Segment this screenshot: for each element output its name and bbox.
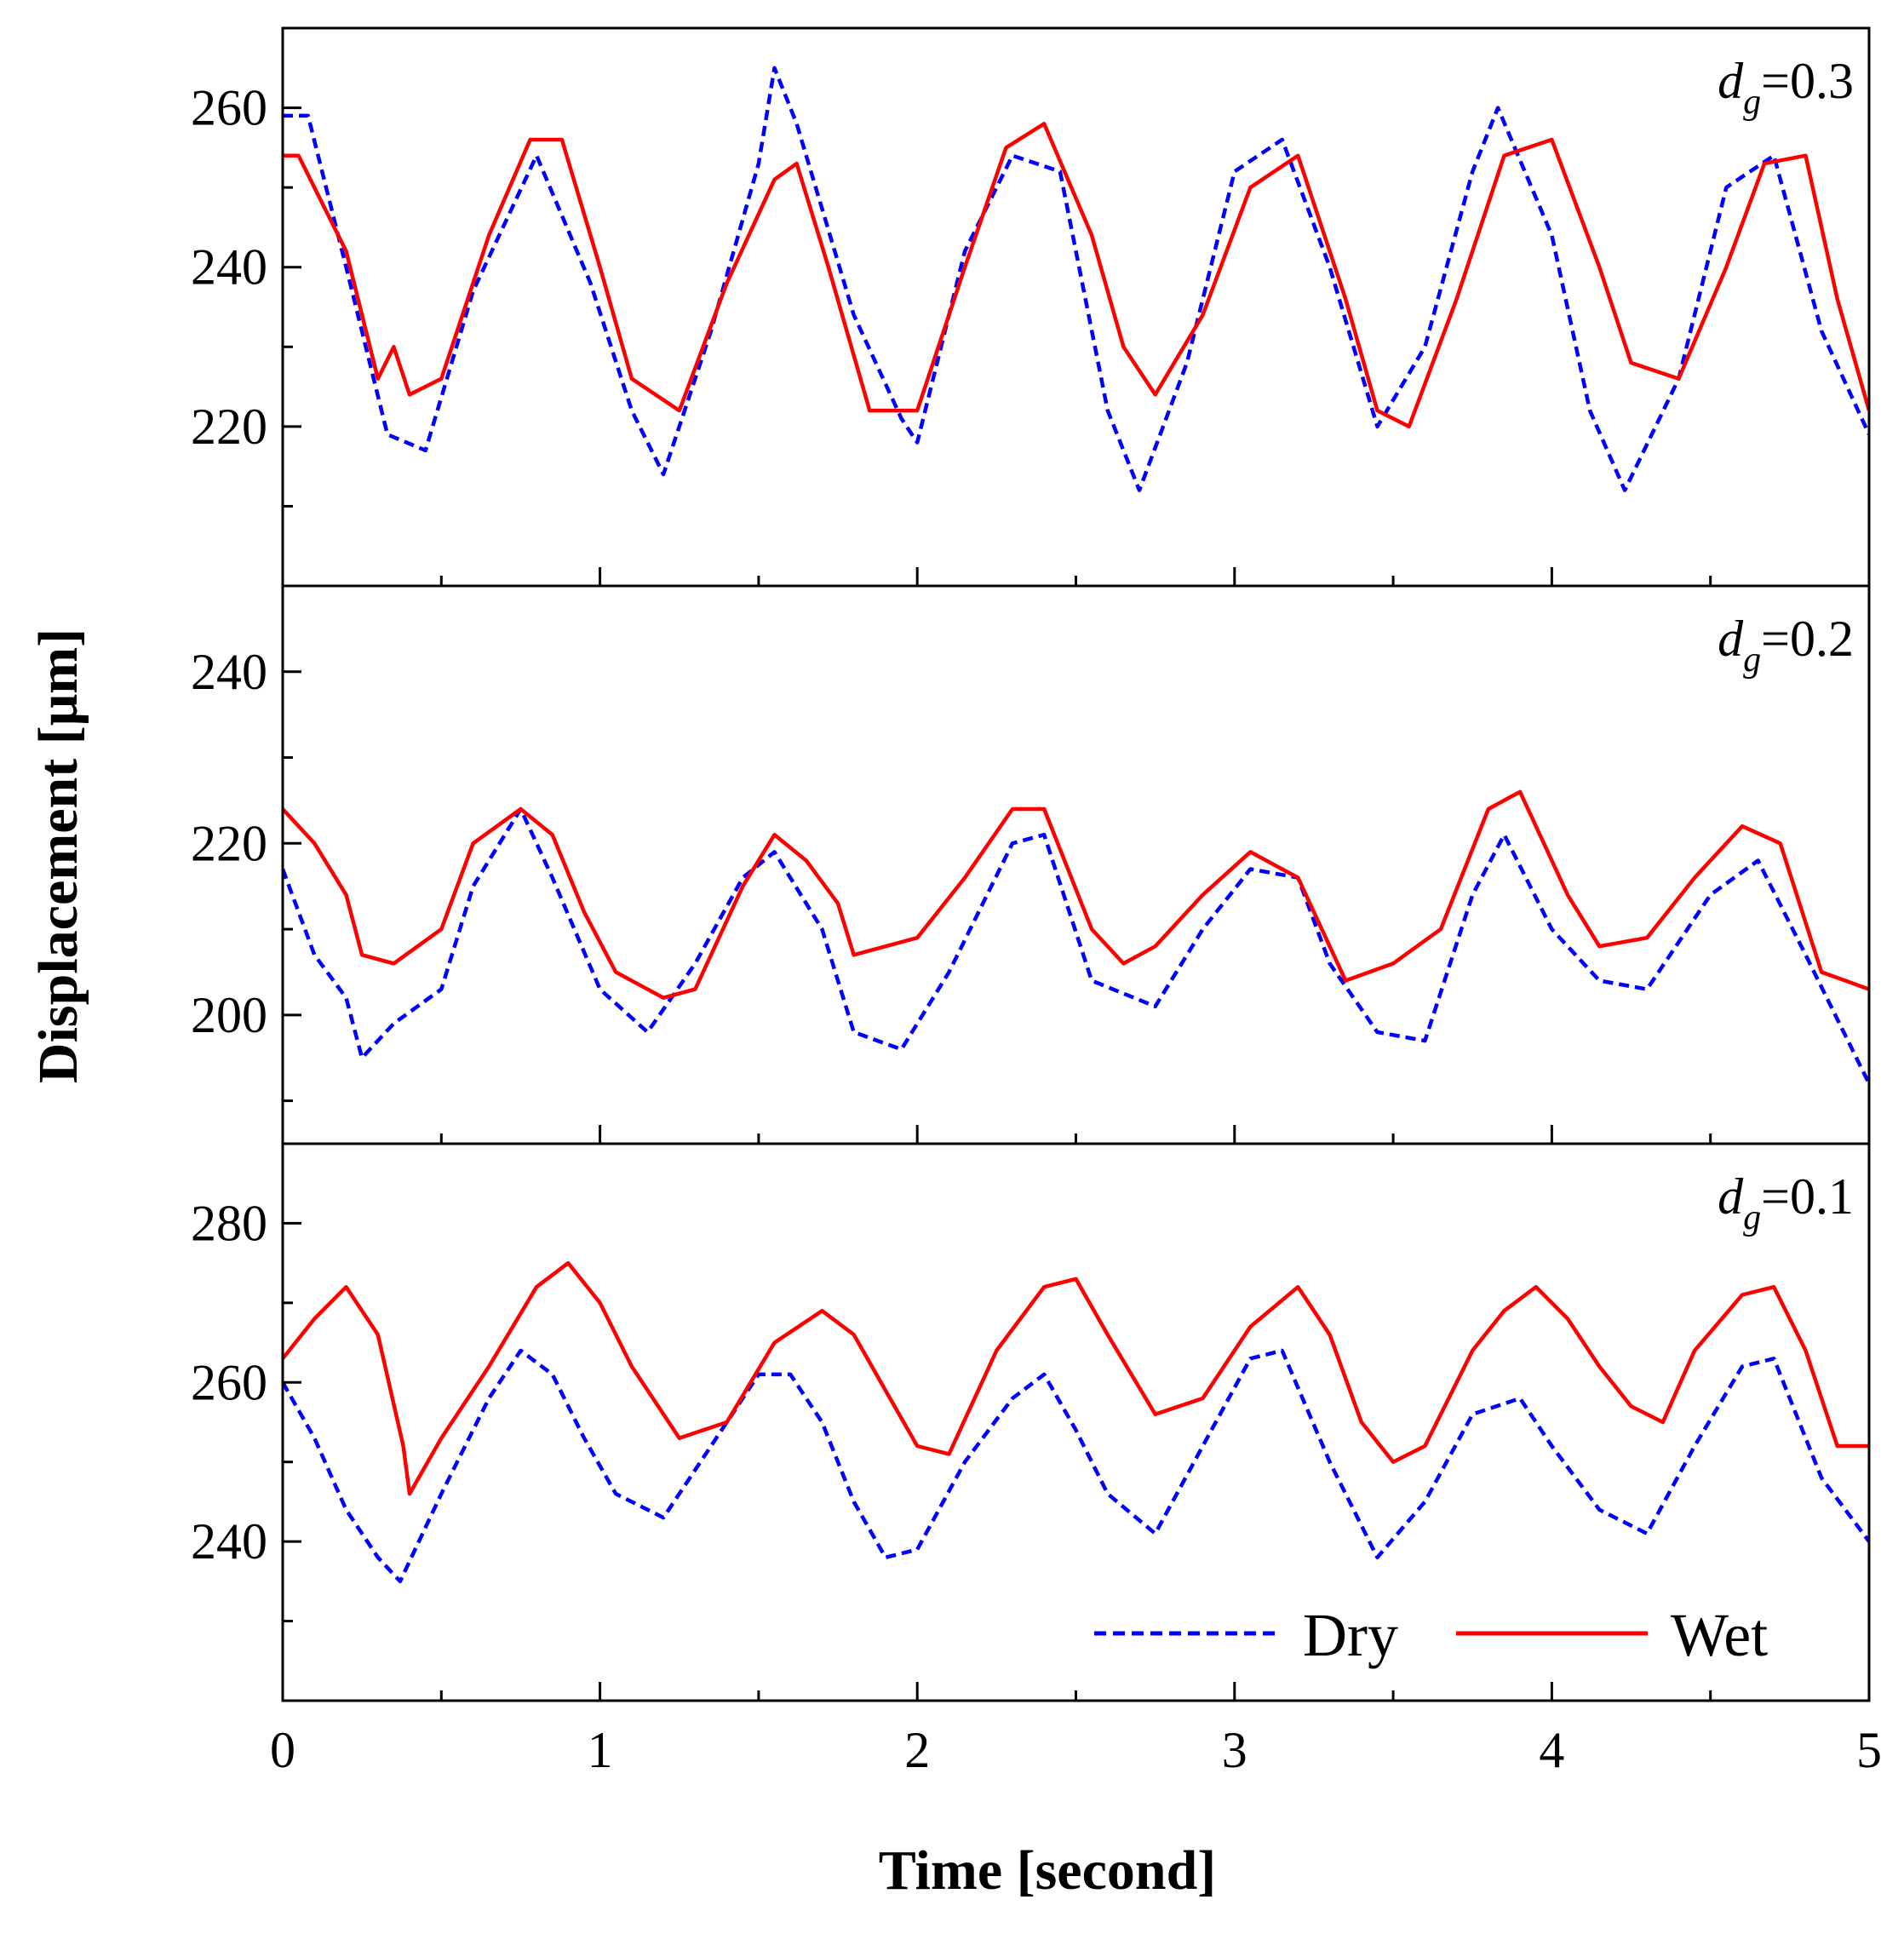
series-group bbox=[283, 1260, 1869, 1584]
series-line-dry bbox=[283, 1348, 1869, 1584]
y-tick-label: 220 bbox=[191, 399, 267, 455]
annotation-variable: d bbox=[1718, 1168, 1744, 1225]
x-tick-label: 0 bbox=[270, 1722, 295, 1778]
y-tick-label: 260 bbox=[191, 80, 267, 136]
series-line-wet bbox=[283, 1260, 1869, 1496]
y-tick-label: 200 bbox=[191, 987, 267, 1043]
series-group bbox=[283, 789, 1869, 1085]
legend-label-wet: Wet bbox=[1671, 1601, 1768, 1669]
series-line-dry bbox=[283, 806, 1869, 1085]
y-tick-label: 240 bbox=[191, 644, 267, 700]
annotation-variable: d bbox=[1718, 611, 1744, 667]
panel-annotation: dg=0.1 bbox=[1718, 1168, 1854, 1237]
panel-frame bbox=[281, 26, 1871, 588]
annotation-subscript: g bbox=[1743, 640, 1761, 680]
x-tick-label: 3 bbox=[1222, 1722, 1247, 1778]
panel-1: 220 240 260 dg=0.3 bbox=[191, 26, 1871, 588]
series-line-dry bbox=[283, 66, 1869, 492]
series-group bbox=[283, 66, 1869, 492]
y-tick-label: 280 bbox=[191, 1195, 267, 1251]
x-tick-label: 5 bbox=[1856, 1722, 1882, 1778]
y-tick-label: 240 bbox=[191, 239, 267, 296]
legend-label-dry: Dry bbox=[1303, 1601, 1398, 1669]
y-axis-title: Displacement [μm] bbox=[27, 628, 89, 1083]
panel-frame bbox=[281, 584, 1871, 1145]
annotation-variable: d bbox=[1718, 53, 1744, 109]
series-line-wet bbox=[283, 122, 1869, 429]
annotation-value: =0.3 bbox=[1761, 53, 1854, 109]
panel-frame bbox=[281, 1142, 1871, 1702]
panel-annotation: dg=0.3 bbox=[1718, 53, 1854, 122]
y-tick-label: 220 bbox=[191, 815, 267, 871]
x-tick-label: 2 bbox=[904, 1722, 930, 1778]
legend: Dry Wet bbox=[1094, 1601, 1768, 1669]
panel-2: 200 220 240 dg=0.2 bbox=[191, 584, 1871, 1145]
annotation-value: =0.1 bbox=[1761, 1168, 1854, 1225]
x-axis-title: Time [second] bbox=[879, 1839, 1217, 1902]
annotation-value: =0.2 bbox=[1761, 611, 1854, 667]
annotation-subscript: g bbox=[1743, 83, 1761, 122]
y-tick-label: 240 bbox=[191, 1513, 267, 1570]
annotation-subscript: g bbox=[1743, 1198, 1761, 1237]
x-tick-label: 1 bbox=[588, 1722, 613, 1778]
panel-3: 240 260 280 dg=0.1 bbox=[191, 1142, 1871, 1702]
series-line-wet bbox=[283, 789, 1869, 1000]
panel-annotation: dg=0.2 bbox=[1718, 611, 1854, 680]
x-tick-label: 4 bbox=[1539, 1722, 1564, 1778]
y-tick-label: 260 bbox=[191, 1354, 267, 1410]
